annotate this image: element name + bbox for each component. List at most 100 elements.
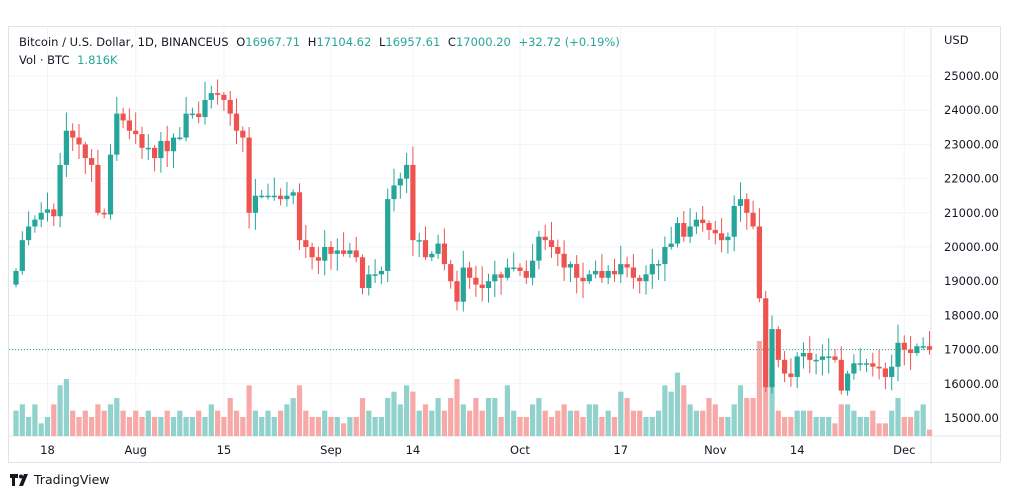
chart-container[interactable]: 25000.00 24000.00 23000.00 22000.00 21000.00… [8,26,1002,464]
candle-body [397,178,403,186]
volume-bar [845,404,851,436]
candle-body [794,356,800,377]
candlestick-chart[interactable]: 25000.00 24000.00 23000.00 22000.00 21000.00… [9,27,1002,464]
volume-bar [296,385,303,436]
volume-bar [857,417,863,436]
candle-body [233,113,240,131]
candle-body [813,359,819,362]
volume-bar [170,417,177,436]
candle-body [429,253,435,258]
candle-body [183,113,189,138]
volume-bar [139,417,145,436]
candle-body [706,223,712,230]
candle-body [246,137,252,213]
volume-bar [309,417,315,436]
volume-bar [467,410,473,436]
low-label: L [378,35,386,49]
candle-body [177,137,183,140]
candle-body [227,99,233,114]
volume-bar [404,385,410,436]
candle-body [882,368,888,377]
volume-bar [895,398,901,436]
candle-body [485,281,492,289]
volume-bar [926,429,933,436]
volume-bar [328,417,334,436]
volume-bar [889,410,895,436]
candle-body [296,192,303,241]
volume-bar [347,417,353,436]
candle-body [832,356,838,360]
volume-bar [725,417,731,436]
candle-body [700,219,706,224]
candle-body [674,223,681,244]
volume-bar [788,417,794,436]
volume-bar [794,410,800,436]
candle-body [744,199,750,213]
candle-body [44,209,51,213]
candle-body [101,212,107,215]
candle-body [341,250,347,254]
volume-bar [189,417,195,436]
volume-bar [416,410,422,436]
volume-bar [259,417,265,436]
price-tick-label: 17000.00 [944,343,999,357]
open-value: 16967.71 [245,35,301,49]
candle-body [593,270,599,275]
candle-body [498,274,504,278]
candle-body [26,226,32,241]
volume-bar [737,385,744,436]
candle-body [763,298,769,388]
volume-bar [366,410,372,436]
candle-body [252,195,258,213]
symbol-title: Bitcoin / U.S. Dollar, 1D, BINANCEUS [19,35,229,49]
volume-bar [807,410,813,436]
volume-bar [82,410,88,436]
volume-bar [101,410,107,436]
price-tick-label: 23000.00 [944,137,999,151]
volume-bar [252,410,258,436]
candle-body [347,250,353,254]
candle-body [70,130,76,138]
candle-body [359,257,366,289]
candle-body [807,353,813,360]
candle-body [649,264,655,275]
volume-bar [51,404,57,436]
low-value: 16957.61 [385,35,441,49]
candle-body [309,247,315,258]
candle-body [599,270,605,278]
time-tick-label: 14 [406,443,421,457]
volume-bar [530,404,536,436]
candle-body [473,277,479,285]
volume-bar [561,404,567,436]
volume-bar [435,398,441,436]
volume-bar [410,391,416,436]
volume-bar [70,410,76,436]
candle-body [530,260,536,278]
volume-bar [920,404,926,436]
volume-bar [624,398,630,436]
candle-body [170,137,177,152]
candle-body [605,270,611,278]
volume-bar [290,398,296,436]
candle-body [120,113,126,121]
candle-body [624,264,630,268]
open-label: O [236,35,246,49]
candle-body [441,243,447,265]
volume-bar [391,391,397,436]
volume-bar [240,417,246,436]
volume-bar [284,404,290,436]
high-label: H [307,35,317,49]
volume-bar [756,341,762,436]
candle-body [32,219,38,227]
tradingview-logo-link[interactable]: TradingView [10,472,110,487]
candle-body [555,247,561,254]
volume-bar [832,423,838,436]
volume-bar [454,379,460,436]
candle-body [366,274,372,289]
volume-bar [782,417,788,436]
price-tick-label: 15000.00 [944,411,999,425]
volume-bar [826,417,832,436]
candle-body [353,250,359,258]
candle-body [454,281,460,302]
volume-bar [611,417,618,436]
